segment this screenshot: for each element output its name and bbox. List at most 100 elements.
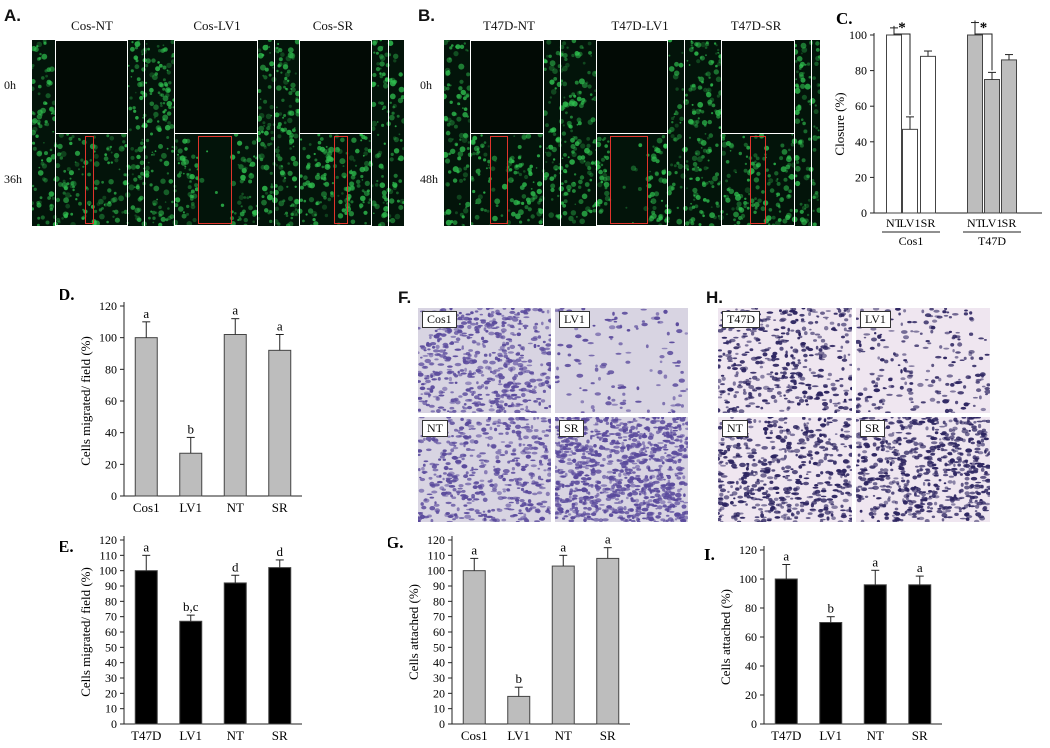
y-axis-label: Cells migrated/ field (%) [78, 336, 93, 466]
x-tick-label: LV1 [179, 728, 202, 743]
y-tick-label: 40 [433, 656, 445, 670]
stained-cells [555, 417, 688, 522]
bar-nt [223, 582, 247, 725]
y-tick-label: 20 [745, 688, 757, 702]
y-tick-label: 0 [439, 717, 445, 731]
micrograph-tile-nt: NT [718, 417, 852, 522]
significance-letter: b [828, 601, 835, 616]
y-tick-label: 90 [105, 579, 117, 593]
panel-b-label-sr: T47D-SR [730, 18, 782, 33]
x-tick-label: NT [555, 728, 572, 743]
gap-outline [610, 136, 648, 224]
y-tick-label: 80 [855, 64, 867, 78]
micrograph-label: SR [860, 420, 885, 437]
bar-nt [551, 565, 575, 725]
wound-area-late [596, 134, 668, 226]
y-tick-label: 50 [105, 640, 117, 654]
x-tick-label: LV1 [819, 728, 842, 743]
panel-letter: G. [388, 533, 403, 552]
micrograph-tile-cos1: Cos1 [418, 308, 551, 413]
y-tick-label: 80 [105, 594, 117, 608]
bar-lv1 [179, 620, 203, 725]
y-tick-label: 110 [99, 548, 117, 562]
panel-h-letter: H. [706, 288, 723, 307]
x-tick-label: Cos1 [133, 500, 160, 515]
y-tick-label: 80 [105, 362, 117, 376]
bar-cos1-sr [920, 55, 936, 214]
x-tick-label: T47D [131, 728, 161, 743]
y-tick-label: 100 [99, 331, 117, 345]
panel-letter: E. [60, 537, 74, 556]
y-tick-label: 60 [745, 630, 757, 644]
y-tick-label: 30 [433, 671, 445, 685]
x-tick-label: SR [1002, 216, 1017, 230]
y-tick-label: 70 [105, 610, 117, 624]
bar-t47d [774, 578, 798, 725]
bar-lv1 [507, 695, 531, 725]
x-tick-label: SR [600, 728, 616, 743]
panel-a-letter: A. [4, 6, 21, 25]
y-tick-label: 120 [99, 533, 117, 547]
strip-separator [560, 40, 561, 226]
x-tick-label: LV1 [982, 216, 1003, 230]
y-tick-label: 60 [433, 625, 445, 639]
strip-separator [684, 40, 685, 226]
y-tick-label: 10 [433, 702, 445, 716]
stained-cells [718, 417, 852, 522]
y-tick-label: 0 [751, 717, 757, 731]
y-tick-label: 110 [427, 548, 445, 562]
significance-letter: a [605, 532, 611, 547]
y-tick-label: 100 [427, 564, 445, 578]
x-tick-label: Cos1 [461, 728, 488, 743]
gap-outline [198, 136, 232, 224]
group-label: T47D [978, 234, 1006, 248]
y-tick-label: 0 [861, 206, 867, 220]
bar-sr [268, 349, 292, 497]
y-tick-label: 40 [105, 656, 117, 670]
x-tick-label: NT [967, 216, 984, 230]
panel-f-letter: F. [398, 288, 412, 307]
y-tick-label: 60 [105, 625, 117, 639]
stained-cells [418, 417, 551, 522]
x-tick-label: NT [227, 728, 244, 743]
micrograph-tile-sr: SR [856, 417, 990, 522]
y-tick-label: 0 [111, 717, 117, 731]
y-tick-label: 120 [739, 543, 757, 557]
bar-nt [223, 334, 247, 497]
bar-t47d [134, 570, 158, 725]
stained-cells [856, 417, 990, 522]
y-tick-label: 100 [849, 28, 867, 42]
y-tick-label: 80 [745, 601, 757, 615]
micrograph-tile-t47d: T47D [718, 308, 852, 413]
panel-letter: I. [704, 545, 715, 564]
y-tick-label: 70 [433, 610, 445, 624]
significance-letter: a [917, 560, 923, 575]
micrograph-label: T47D [722, 311, 760, 328]
bar-cos1-lv1 [902, 128, 918, 214]
panel-h-transwell-images: T47D LV1 NT SR [718, 308, 990, 522]
group-label: Cos1 [899, 234, 924, 248]
x-tick-label: SR [272, 728, 288, 743]
panel-a-label-lv1: Cos-LV1 [193, 18, 241, 33]
panel-letter: C. [836, 9, 853, 28]
y-tick-label: 100 [739, 572, 757, 586]
chart-i: I. 0 20 40 60 80 100 120 Cells attached (%) a T47D… [704, 543, 942, 743]
y-tick-label: 20 [105, 457, 117, 471]
y-tick-label: 0 [111, 489, 117, 503]
strip-separator [144, 40, 145, 226]
y-tick-label: 10 [105, 702, 117, 716]
y-tick-label: 20 [855, 170, 867, 184]
wound-area-0h [470, 40, 544, 134]
significance-letter: a [471, 542, 477, 557]
significance-letter: b [516, 671, 523, 686]
significance-letter: a [232, 303, 238, 318]
panel-a-scratch-assay [32, 40, 404, 226]
significance-letter: a [783, 549, 789, 564]
panel-a-label-sr: Cos-SR [312, 18, 354, 33]
micrograph-label: NT [722, 420, 748, 437]
micrograph-tile-nt: NT [418, 417, 551, 522]
wound-area-0h [721, 40, 795, 134]
stained-cells [856, 308, 990, 413]
significance-letter: a [143, 539, 149, 554]
